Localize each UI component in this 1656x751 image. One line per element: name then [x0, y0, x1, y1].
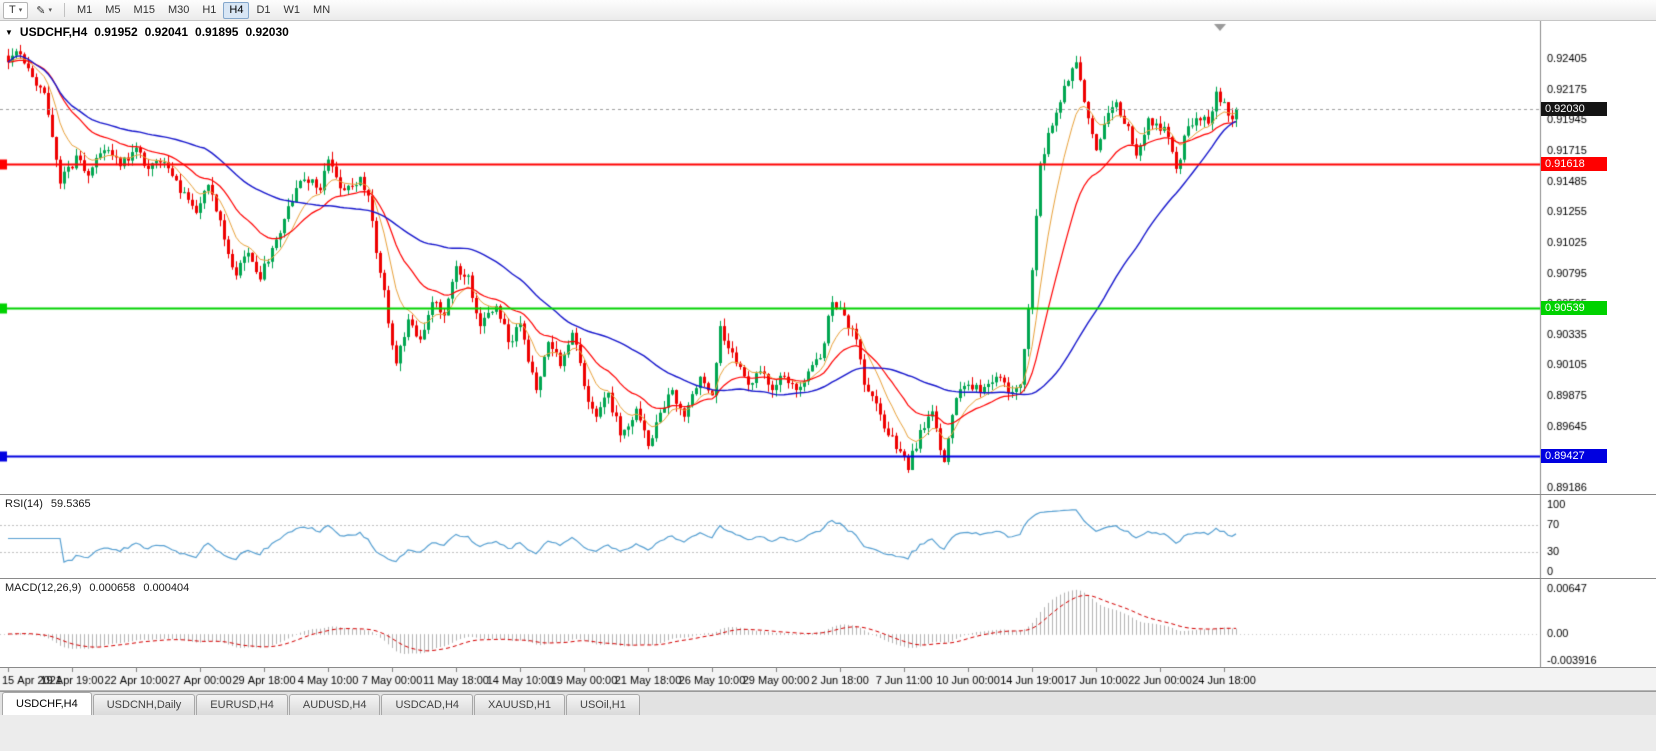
draw-tool-button[interactable]: ✎ ▾: [30, 2, 58, 19]
ohlc-high: 0.92041: [144, 25, 189, 39]
macd-main-value: 0.000658: [89, 582, 136, 594]
ohlc-low: 0.91895: [195, 25, 239, 39]
chart-tab-usdcnh-daily[interactable]: USDCNH,Daily: [92, 694, 196, 715]
chart-tab-eurusd-h4[interactable]: EURUSD,H4: [196, 694, 288, 715]
rsi-label: RSI(14): [5, 498, 43, 510]
rsi-canvas[interactable]: [0, 495, 1656, 578]
time-axis-canvas[interactable]: [0, 668, 1656, 690]
ohlc-open: 0.91952: [94, 25, 138, 39]
timeframe-button-h1[interactable]: H1: [202, 4, 217, 16]
macd-canvas[interactable]: [0, 579, 1656, 667]
chart-tab-xauusd-h1[interactable]: XAUUSD,H1: [474, 694, 565, 715]
mid-support-line-price-label[interactable]: 0.90539: [1541, 301, 1607, 315]
chart-tab-usdchf-h4[interactable]: USDCHF,H4: [2, 692, 92, 715]
price-chart-panel: ▼ USDCHF,H4 0.91952 0.92041 0.91895 0.92…: [0, 21, 1656, 495]
chart-tab-usdcad-h4[interactable]: USDCAD,H4: [381, 694, 474, 715]
rsi-value: 59.5365: [50, 498, 91, 510]
macd-panel: MACD(12,26,9) 0.000658 0.000404: [0, 579, 1656, 668]
chart-type-button[interactable]: T ▾: [3, 1, 29, 19]
timeframe-button-m5[interactable]: M5: [105, 4, 121, 16]
chevron-down-icon: ▾: [48, 7, 52, 14]
timeframe-button-d1[interactable]: D1: [256, 4, 271, 16]
timeframe-button-mn[interactable]: MN: [313, 4, 331, 16]
toolbar-separator: [63, 3, 65, 17]
timeframe-button-m1[interactable]: M1: [76, 4, 93, 16]
chart-type-label: T: [9, 4, 16, 16]
status-area: [0, 715, 1656, 751]
timeframe-button-m30[interactable]: M30: [167, 4, 190, 16]
ohlc-close: 0.92030: [245, 25, 289, 39]
rsi-title: RSI(14) 59.5365: [5, 498, 91, 510]
price-chart-canvas[interactable]: [0, 21, 1656, 494]
chart-tab-usoil-h1[interactable]: USOil,H1: [566, 694, 640, 715]
resistance-line-price-label[interactable]: 0.91618: [1541, 157, 1607, 171]
rsi-panel: RSI(14) 59.5365: [0, 495, 1656, 579]
chart-tab-audusd-h4[interactable]: AUDUSD,H4: [288, 694, 381, 715]
macd-title: MACD(12,26,9) 0.000658 0.000404: [5, 582, 189, 594]
macd-label: MACD(12,26,9): [5, 582, 82, 594]
chart-title: ▼ USDCHF,H4 0.91952 0.92041 0.91895 0.92…: [5, 25, 289, 39]
pen-icon: ✎: [36, 4, 46, 17]
timeframe-button-w1[interactable]: W1: [283, 4, 301, 16]
macd-signal-value: 0.000404: [143, 582, 190, 594]
quick-trade-collapse-icon[interactable]: ▼: [5, 27, 13, 37]
chevron-down-icon: ▾: [18, 7, 23, 14]
timeframe-group: M1 M5 M15 M30 H1 H4 D1 W1 MN: [71, 1, 336, 19]
timeframe-button-m15[interactable]: M15: [133, 4, 155, 16]
chart-tab-bar: USDCHF,H4 USDCNH,Daily EURUSD,H4 AUDUSD,H4 U…: [0, 691, 1656, 715]
support-line-price-label[interactable]: 0.89427: [1541, 449, 1607, 463]
chart-symbol-label: USDCHF,H4: [19, 25, 88, 39]
timeframe-button-h4[interactable]: H4: [223, 1, 250, 19]
time-axis: [0, 668, 1656, 691]
toolbar: T ▾ ✎ ▾ M1 M5 M15 M30 H1 H4 D1 W1 MN: [0, 0, 1656, 21]
current-price-label: 0.92030: [1541, 102, 1607, 116]
